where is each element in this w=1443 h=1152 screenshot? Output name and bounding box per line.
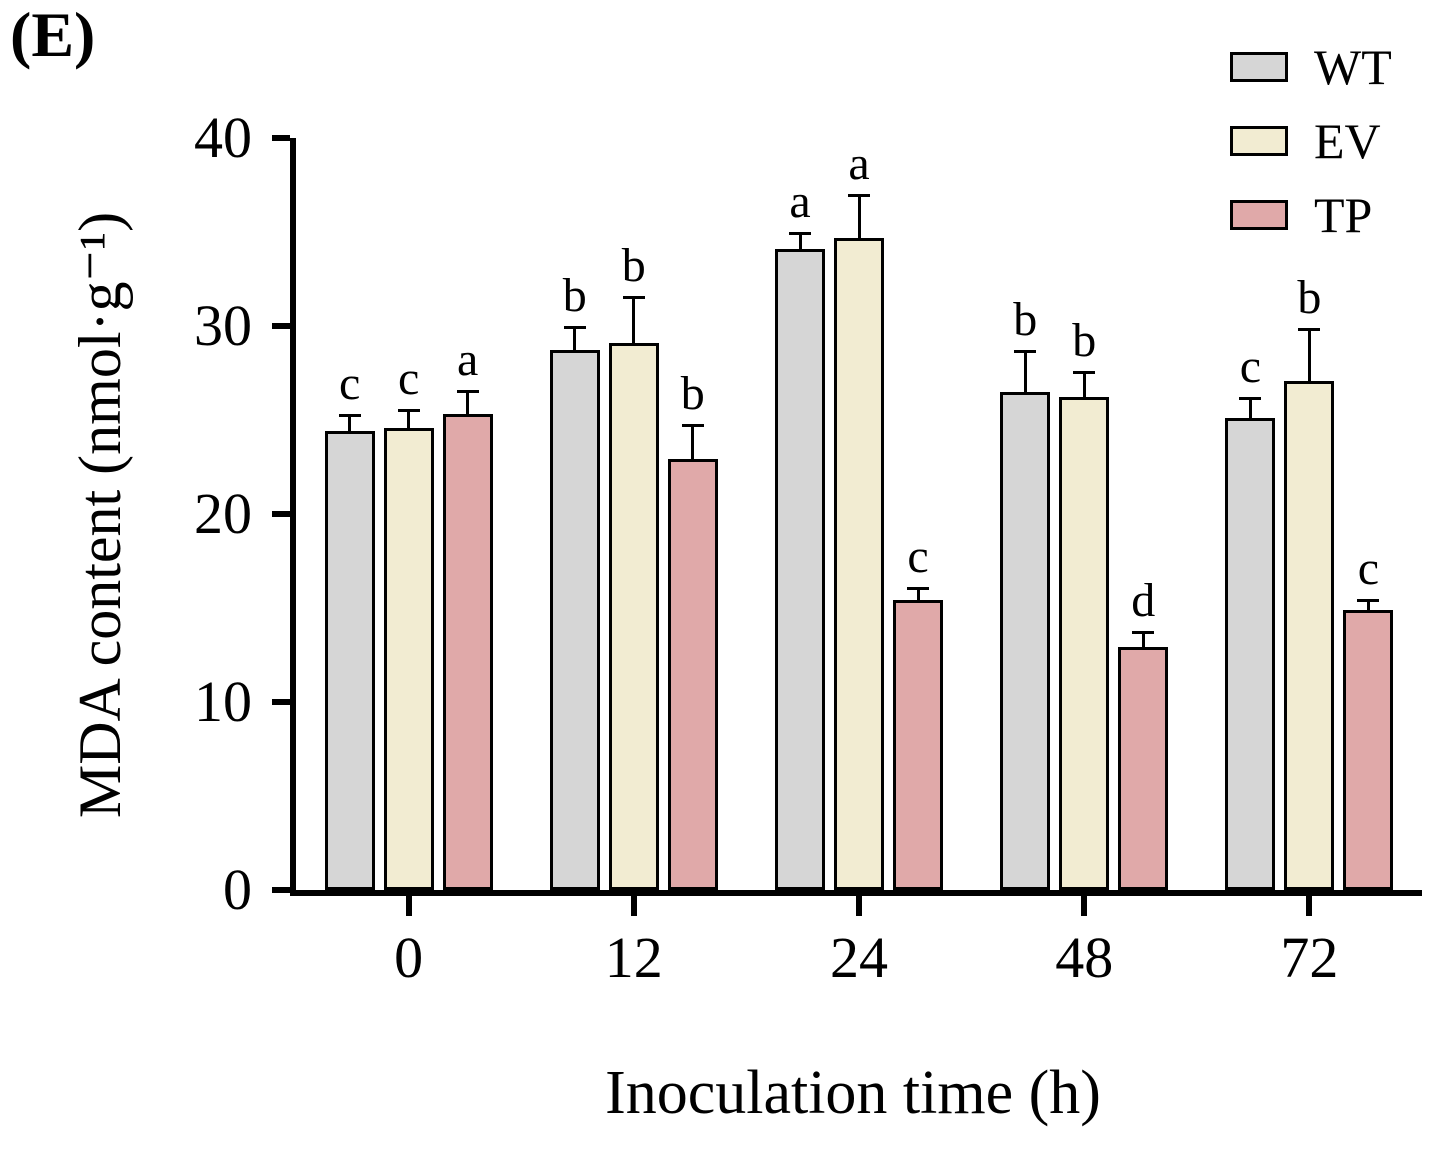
error-bar-cap xyxy=(848,194,870,198)
legend-label-tp: TP xyxy=(1314,187,1373,243)
y-axis-tick-label: 10 xyxy=(194,669,252,734)
y-axis-tick xyxy=(272,135,290,141)
x-axis-tick-label: 0 xyxy=(394,925,424,990)
bar-wt-48h xyxy=(1000,391,1051,890)
error-bar xyxy=(916,587,920,601)
bar-ev-0h xyxy=(383,427,434,890)
error-bar-cap xyxy=(338,414,361,418)
bar-tp-24h xyxy=(893,600,943,890)
plot-area: 0 10 20 30 40 0 12 24 48 72 c b a b c c b a b b a b c d c xyxy=(194,105,1422,990)
significance-letter: b xyxy=(1013,293,1038,347)
error-bar-cap xyxy=(1239,397,1262,401)
legend-item-tp: TP xyxy=(1230,190,1392,240)
x-axis-tick xyxy=(630,896,637,916)
error-bar xyxy=(573,326,577,351)
x-axis-tick xyxy=(1081,896,1088,916)
error-bar xyxy=(1141,630,1145,648)
error-bar-cap xyxy=(1132,630,1155,634)
error-bar xyxy=(1307,327,1311,381)
bar-wt-72h xyxy=(1225,418,1276,890)
y-axis-tick xyxy=(272,323,290,329)
legend-item-wt: WT xyxy=(1230,42,1392,92)
legend-swatch-tp xyxy=(1230,200,1288,230)
legend-item-ev: EV xyxy=(1230,116,1392,166)
error-bar-cap xyxy=(1357,598,1380,602)
error-bar-cap xyxy=(789,232,811,235)
error-bar xyxy=(1248,397,1252,419)
significance-letter: c xyxy=(338,357,361,411)
bar-tp-48h xyxy=(1118,647,1169,890)
error-bar xyxy=(798,232,802,249)
error-bar-cap xyxy=(1298,327,1321,331)
x-axis-label: Inoculation time (h) xyxy=(605,1059,1101,1127)
error-bar-cap xyxy=(622,295,645,299)
legend-swatch-wt xyxy=(1230,52,1288,82)
bar-ev-12h xyxy=(608,342,659,890)
panel-label: (E) xyxy=(10,0,96,70)
significance-letter: a xyxy=(848,137,870,191)
error-bar xyxy=(1023,350,1027,392)
error-bar-cap xyxy=(681,423,704,427)
error-bar xyxy=(466,389,470,415)
significance-letter: c xyxy=(907,530,929,584)
bar-wt-0h xyxy=(324,431,375,890)
bar-tp-0h xyxy=(442,414,493,890)
error-bar xyxy=(857,194,861,238)
error-bar-cap xyxy=(563,326,586,329)
error-bar-cap xyxy=(907,587,929,591)
significance-letter: c xyxy=(1357,541,1380,595)
y-axis-tick xyxy=(272,511,290,517)
bar-ev-48h xyxy=(1059,397,1110,890)
bar-wt-24h xyxy=(775,248,825,890)
x-axis-tick xyxy=(1306,896,1313,916)
y-axis-tick xyxy=(272,887,290,893)
error-bar xyxy=(691,423,695,460)
bar-tp-12h xyxy=(667,459,718,890)
x-axis-tick-label: 72 xyxy=(1280,925,1339,990)
x-axis-tick xyxy=(405,896,412,916)
significance-letter: c xyxy=(1239,340,1262,394)
x-axis-tick xyxy=(856,896,862,916)
error-bar-cap xyxy=(397,408,420,412)
bar-wt-12h xyxy=(549,350,600,890)
significance-letter: b xyxy=(621,238,646,292)
x-axis-tick-label: 48 xyxy=(1055,925,1114,990)
significance-letter: c xyxy=(397,351,420,405)
legend-label-ev: EV xyxy=(1314,113,1381,169)
y-axis-tick xyxy=(272,699,290,705)
error-bar xyxy=(348,414,352,432)
error-bar xyxy=(632,295,636,343)
error-bar xyxy=(1366,598,1370,610)
legend-label-wt: WT xyxy=(1314,39,1392,95)
significance-letter: b xyxy=(680,366,705,420)
y-axis-tick-label: 0 xyxy=(223,857,252,922)
significance-letter: a xyxy=(456,332,479,386)
bar-ev-24h xyxy=(834,237,884,890)
legend: WT EV TP xyxy=(1230,42,1392,240)
error-bar xyxy=(407,408,411,428)
significance-letter: b xyxy=(1297,270,1322,324)
legend-swatch-ev xyxy=(1230,126,1288,156)
y-axis-tick-label: 20 xyxy=(194,481,252,546)
error-bar-cap xyxy=(1073,371,1096,375)
bar-ev-72h xyxy=(1284,380,1335,890)
bar-tp-72h xyxy=(1343,609,1394,890)
x-axis-tick-label: 24 xyxy=(830,925,888,990)
x-axis-tick-label: 12 xyxy=(604,925,663,990)
error-bar xyxy=(1082,371,1086,398)
error-bar-cap xyxy=(1014,350,1037,354)
significance-letter: d xyxy=(1131,573,1156,627)
error-bar-cap xyxy=(456,389,479,393)
significance-letter: b xyxy=(562,269,587,322)
y-axis-tick-label: 30 xyxy=(194,293,252,358)
significance-letter: a xyxy=(789,175,811,228)
y-axis-tick-label: 40 xyxy=(194,105,252,170)
significance-letter: b xyxy=(1072,314,1097,368)
